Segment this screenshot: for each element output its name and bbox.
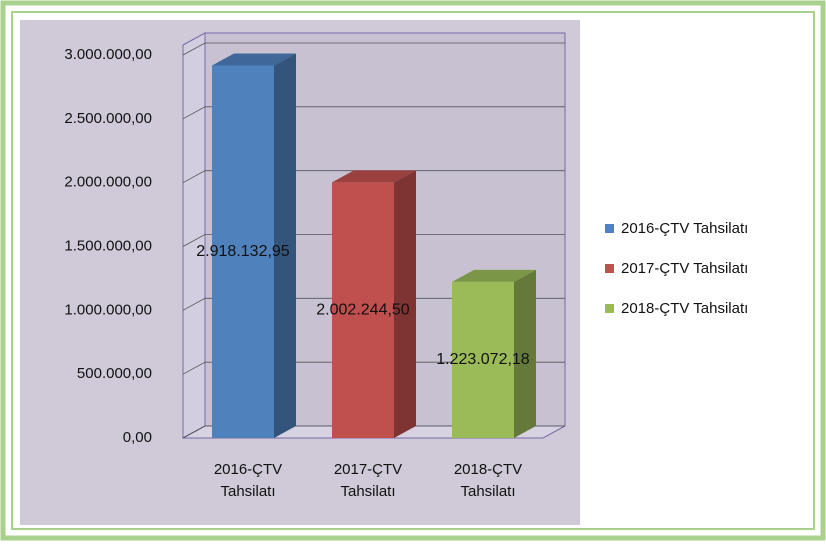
data-label: 2.002.244,50 <box>316 301 410 318</box>
legend-swatch <box>605 304 614 313</box>
y-tick-label: 500.000,00 <box>77 365 152 382</box>
grid-line <box>182 170 565 184</box>
inner-frame <box>11 11 815 530</box>
grid-line <box>182 42 565 56</box>
y-tick-label: 2.500.000,00 <box>64 110 152 127</box>
data-label: 1.223.072,18 <box>436 351 530 368</box>
bar-side <box>514 269 536 438</box>
y-tick-label: 2.000.000,00 <box>64 174 152 191</box>
y-tick-label: 3.000.000,00 <box>64 46 152 63</box>
bar <box>452 281 514 438</box>
x-tick-label: 2016-ÇTV Tahsilatı <box>214 461 282 500</box>
legend-swatch <box>605 224 614 233</box>
grid-line <box>182 425 565 439</box>
grid-line <box>182 297 565 311</box>
legend-label: 2018-ÇTV Tahsilatı <box>621 300 748 317</box>
y-tick-label: 0,00 <box>123 429 152 446</box>
bar-top <box>332 170 416 183</box>
legend-label: 2017-ÇTV Tahsilatı <box>621 260 748 277</box>
y-tick-label: 1.500.000,00 <box>64 237 152 254</box>
legend-label: 2016-ÇTV Tahsilatı <box>621 220 748 237</box>
bar-top <box>452 269 536 282</box>
x-tick-label: 2018-ÇTV Tahsilatı <box>454 461 522 500</box>
bar-side <box>394 170 416 438</box>
y-tick-label: 1.000.000,00 <box>64 301 152 318</box>
grid-line <box>182 106 565 120</box>
bar <box>332 182 394 438</box>
side-wall <box>182 32 206 439</box>
data-label: 2.918.132,95 <box>196 243 290 260</box>
bar-side <box>274 53 296 439</box>
x-tick-label: 2017-ÇTV Tahsilatı <box>334 461 402 500</box>
bar-top <box>212 53 296 66</box>
legend-swatch <box>605 264 614 273</box>
grid-line <box>182 361 565 375</box>
bar <box>212 65 274 438</box>
grid-line <box>182 234 565 247</box>
